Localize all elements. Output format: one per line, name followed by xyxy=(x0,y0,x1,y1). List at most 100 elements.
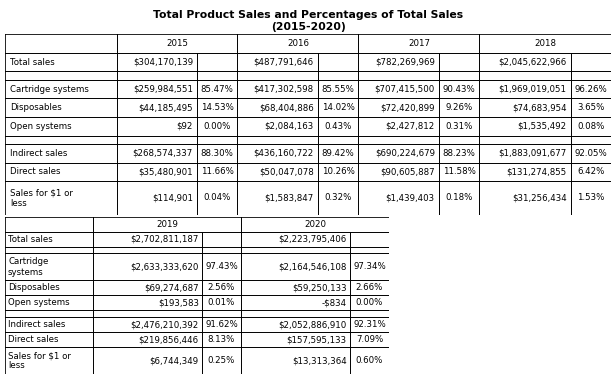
Text: 0.25%: 0.25% xyxy=(208,356,235,365)
Text: $1,583,847: $1,583,847 xyxy=(265,193,314,203)
Text: 2017: 2017 xyxy=(408,39,430,48)
Text: 0.18%: 0.18% xyxy=(445,193,473,203)
Text: 11.58%: 11.58% xyxy=(443,168,476,176)
Text: 97.34%: 97.34% xyxy=(353,263,386,271)
Text: 14.53%: 14.53% xyxy=(201,103,233,112)
Text: $487,791,646: $487,791,646 xyxy=(254,58,314,66)
Text: 90.43%: 90.43% xyxy=(443,85,476,93)
Text: $59,250,133: $59,250,133 xyxy=(292,283,347,293)
Text: $1,535,492: $1,535,492 xyxy=(517,122,567,131)
Text: 2.56%: 2.56% xyxy=(208,283,235,293)
Text: $92: $92 xyxy=(177,122,193,131)
Text: $157,595,133: $157,595,133 xyxy=(286,335,347,344)
Text: $2,084,163: $2,084,163 xyxy=(265,122,314,131)
Text: Indirect sales: Indirect sales xyxy=(8,320,65,329)
Text: 91.62%: 91.62% xyxy=(205,320,238,329)
Text: 0.32%: 0.32% xyxy=(325,193,352,203)
Text: 8.13%: 8.13% xyxy=(208,335,235,344)
Text: $114,901: $114,901 xyxy=(152,193,193,203)
Text: Cartridge
systems: Cartridge systems xyxy=(8,257,49,277)
Text: 11.66%: 11.66% xyxy=(201,168,233,176)
Text: $2,045,622,966: $2,045,622,966 xyxy=(498,58,567,66)
Text: $2,164,546,108: $2,164,546,108 xyxy=(278,263,347,271)
Text: Indirect sales: Indirect sales xyxy=(10,149,67,158)
Text: $90,605,887: $90,605,887 xyxy=(380,168,435,176)
Text: $1,969,019,051: $1,969,019,051 xyxy=(498,85,567,93)
Text: Sales for $1 or
less: Sales for $1 or less xyxy=(8,351,71,370)
Text: 0.31%: 0.31% xyxy=(445,122,473,131)
Text: 2020: 2020 xyxy=(304,220,326,229)
Text: $2,223,795,406: $2,223,795,406 xyxy=(278,234,347,244)
Text: (2015-2020): (2015-2020) xyxy=(270,22,346,32)
Text: $268,574,337: $268,574,337 xyxy=(132,149,193,158)
Text: $782,269,969: $782,269,969 xyxy=(375,58,435,66)
Text: Total Product Sales and Percentages of Total Sales: Total Product Sales and Percentages of T… xyxy=(153,10,463,19)
Text: 9.26%: 9.26% xyxy=(445,103,473,112)
Text: 2.66%: 2.66% xyxy=(356,283,383,293)
Text: $44,185,495: $44,185,495 xyxy=(138,103,193,112)
Text: $2,476,210,392: $2,476,210,392 xyxy=(131,320,199,329)
Text: $131,274,855: $131,274,855 xyxy=(506,168,567,176)
Text: Cartridge systems: Cartridge systems xyxy=(10,85,89,93)
Text: Open systems: Open systems xyxy=(8,298,70,307)
Text: $1,883,091,677: $1,883,091,677 xyxy=(498,149,567,158)
Text: $74,683,954: $74,683,954 xyxy=(512,103,567,112)
Text: 97.43%: 97.43% xyxy=(205,263,238,271)
Text: Total sales: Total sales xyxy=(8,234,53,244)
Text: 14.02%: 14.02% xyxy=(322,103,355,112)
Text: $219,856,446: $219,856,446 xyxy=(139,335,199,344)
Text: $707,415,500: $707,415,500 xyxy=(375,85,435,93)
Text: $1,439,403: $1,439,403 xyxy=(386,193,435,203)
Text: 85.55%: 85.55% xyxy=(322,85,355,93)
Text: $417,302,598: $417,302,598 xyxy=(254,85,314,93)
Text: 2018: 2018 xyxy=(534,39,556,48)
Text: $13,313,364: $13,313,364 xyxy=(292,356,347,365)
Text: 96.26%: 96.26% xyxy=(575,85,607,93)
Text: 0.04%: 0.04% xyxy=(204,193,231,203)
Text: $2,702,811,187: $2,702,811,187 xyxy=(131,234,199,244)
Text: $72,420,899: $72,420,899 xyxy=(380,103,435,112)
Text: $35,480,901: $35,480,901 xyxy=(138,168,193,176)
Text: Total sales: Total sales xyxy=(10,58,55,66)
Text: Open systems: Open systems xyxy=(10,122,71,131)
Text: 2015: 2015 xyxy=(166,39,188,48)
Text: $193,583: $193,583 xyxy=(158,298,199,307)
Text: 89.42%: 89.42% xyxy=(322,149,355,158)
Text: $2,052,886,910: $2,052,886,910 xyxy=(278,320,347,329)
Text: 2019: 2019 xyxy=(156,220,178,229)
Text: 92.31%: 92.31% xyxy=(353,320,386,329)
Text: 0.01%: 0.01% xyxy=(208,298,235,307)
Text: $68,404,886: $68,404,886 xyxy=(259,103,314,112)
Text: $69,274,687: $69,274,687 xyxy=(144,283,199,293)
Text: 6.42%: 6.42% xyxy=(577,168,604,176)
Text: 0.43%: 0.43% xyxy=(325,122,352,131)
Text: 92.05%: 92.05% xyxy=(575,149,607,158)
Text: 0.00%: 0.00% xyxy=(356,298,383,307)
Text: Sales for $1 or
less: Sales for $1 or less xyxy=(10,188,73,207)
Text: $2,427,812: $2,427,812 xyxy=(386,122,435,131)
Text: $2,633,333,620: $2,633,333,620 xyxy=(131,263,199,271)
Text: $31,256,434: $31,256,434 xyxy=(512,193,567,203)
Text: $690,224,679: $690,224,679 xyxy=(375,149,435,158)
Text: Disposables: Disposables xyxy=(10,103,62,112)
Text: Direct sales: Direct sales xyxy=(10,168,60,176)
Text: Direct sales: Direct sales xyxy=(8,335,59,344)
Text: $50,047,078: $50,047,078 xyxy=(259,168,314,176)
Text: 85.47%: 85.47% xyxy=(201,85,233,93)
Text: 7.09%: 7.09% xyxy=(356,335,383,344)
Text: -$834: -$834 xyxy=(322,298,347,307)
Text: 1.53%: 1.53% xyxy=(577,193,604,203)
Text: 88.30%: 88.30% xyxy=(201,149,233,158)
Text: 0.00%: 0.00% xyxy=(204,122,231,131)
Text: 10.26%: 10.26% xyxy=(322,168,355,176)
Text: 2016: 2016 xyxy=(287,39,309,48)
Text: 0.08%: 0.08% xyxy=(577,122,604,131)
Text: $6,744,349: $6,744,349 xyxy=(150,356,199,365)
Text: 3.65%: 3.65% xyxy=(577,103,604,112)
Text: $304,170,139: $304,170,139 xyxy=(133,58,193,66)
Text: 88.23%: 88.23% xyxy=(443,149,476,158)
Text: $259,984,551: $259,984,551 xyxy=(133,85,193,93)
Text: 0.60%: 0.60% xyxy=(356,356,383,365)
Text: Disposables: Disposables xyxy=(8,283,60,293)
Text: $436,160,722: $436,160,722 xyxy=(254,149,314,158)
